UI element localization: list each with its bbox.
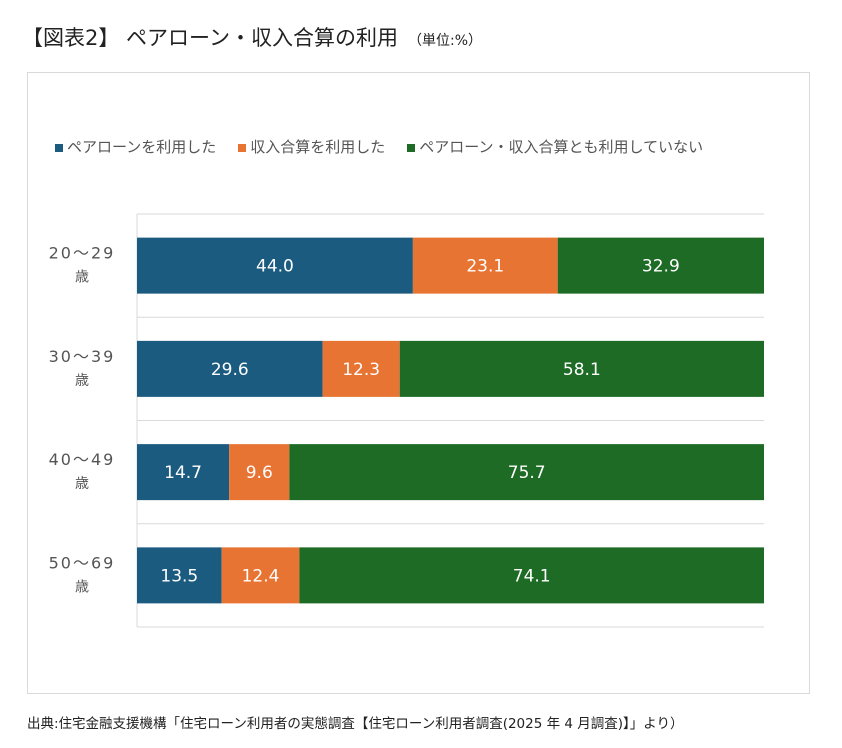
data-label: 12.4 [242, 566, 280, 586]
source-note: 出典:住宅金融支援機構「住宅ローン利用者の実態調査【住宅ローン利用者調査(202… [27, 716, 684, 732]
legend-swatch [407, 143, 416, 152]
data-label: 58.1 [563, 360, 601, 380]
category-label: 20～29 [49, 244, 116, 263]
bar-segment [229, 444, 290, 501]
bar-segment [137, 444, 230, 501]
data-label: 12.3 [342, 360, 380, 380]
bar-segment [137, 547, 222, 604]
data-label: 74.1 [513, 566, 551, 586]
legend-swatch [238, 143, 247, 152]
unit-label: （単位:%） [408, 33, 483, 49]
title-text: 【図表2】 ペアローン・収入合算の利用 [22, 26, 398, 50]
bar-segment [412, 237, 558, 294]
legend-label: ペアローンを利用した [67, 138, 217, 156]
bar-segment [221, 547, 300, 604]
category-label-suffix: 歳 [75, 373, 89, 389]
category-label-suffix: 歳 [75, 579, 89, 595]
legend-item: ペアローンを利用した [55, 136, 216, 157]
chart-area [27, 72, 810, 694]
category-label: 40～49 [49, 450, 116, 469]
category-label-suffix: 歳 [75, 270, 89, 286]
bar-segment [322, 340, 400, 397]
legend-label: ペアローン・収入合算とも利用していない [419, 138, 704, 156]
data-label: 44.0 [256, 257, 294, 277]
bar-segment [289, 444, 764, 501]
data-label: 75.7 [508, 463, 546, 483]
legend-label: 収入合算を利用した [250, 138, 386, 156]
category-label: 30～39 [49, 347, 116, 366]
legend-swatch [55, 143, 63, 152]
category-label-suffix: 歳 [75, 476, 89, 492]
data-label: 9.6 [246, 463, 273, 483]
data-label: 13.5 [160, 566, 198, 586]
bar-segment [137, 340, 323, 397]
bar-segment [399, 340, 764, 397]
bar-segment [299, 547, 764, 604]
data-label: 23.1 [466, 257, 504, 277]
legend-item: 収入合算を利用した [238, 136, 385, 157]
bar-segment [557, 237, 764, 294]
legend-item: ペアローン・収入合算とも利用していない [407, 136, 703, 157]
data-label: 14.7 [164, 463, 202, 483]
bar-segment [137, 237, 413, 294]
data-label: 29.6 [211, 360, 249, 380]
category-label: 50～69 [49, 553, 116, 572]
legend: ペアローンを利用した 収入合算を利用した ペアローン・収入合算とも利用していない [55, 136, 703, 157]
chart-title: 【図表2】 ペアローン・収入合算の利用 （単位:%） [22, 22, 482, 52]
data-label: 32.9 [642, 257, 680, 277]
